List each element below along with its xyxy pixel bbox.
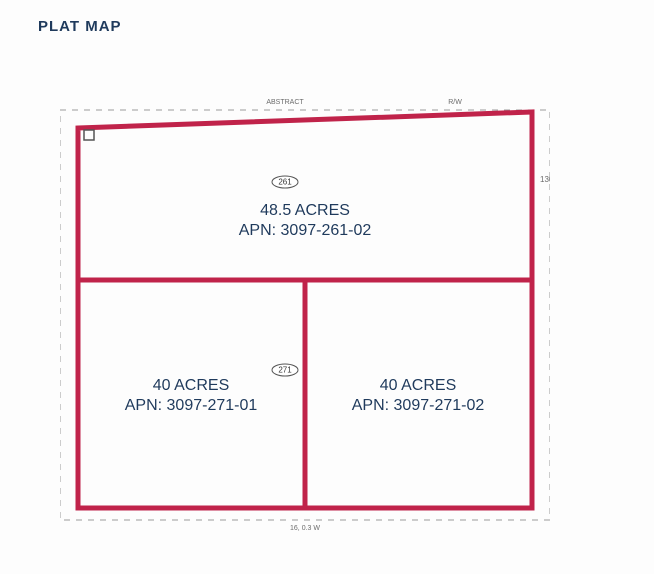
parcel-top-apn: APN: 3097-261-02 — [239, 222, 372, 239]
parcel-bl: 40 ACRES APN: 3097-271-01 — [78, 280, 305, 508]
plat-svg: ABSTRACTR/W12213016, 0.3 W48.5 ACRESAPN:… — [60, 90, 550, 540]
top-anno-right: R/W — [448, 99, 462, 106]
parcel-top: 48.5 ACRES APN: 3097-261-02 — [78, 112, 532, 280]
right-side-label: 130 — [540, 175, 550, 184]
parcel-bl-acres: 40 ACRES — [153, 377, 229, 394]
parcel-top-outline — [78, 112, 532, 280]
badge-261-text: 261 — [278, 178, 292, 187]
parcel-br-acres: 40 ACRES — [380, 377, 456, 394]
corner-mark-icon — [84, 130, 94, 140]
parcel-br-outline — [305, 280, 532, 508]
page-title: PLAT MAP — [38, 18, 122, 35]
parcel-br: 40 ACRES APN: 3097-271-02 — [305, 280, 532, 508]
badge-261: 261 — [272, 176, 298, 188]
top-anno-left: ABSTRACT — [266, 99, 304, 106]
parcel-bl-outline — [78, 280, 305, 508]
badge-271: 271 — [272, 364, 298, 376]
parcel-bl-apn: APN: 3097-271-01 — [125, 397, 258, 414]
badge-271-text: 271 — [278, 366, 292, 375]
plat-map: ABSTRACTR/W12213016, 0.3 W48.5 ACRESAPN:… — [60, 90, 550, 520]
page: PLAT MAP ABSTRACTR/W12213016, 0.3 W48.5 … — [0, 0, 654, 574]
parcel-br-apn: APN: 3097-271-02 — [352, 397, 485, 414]
parcel-top-acres: 48.5 ACRES — [260, 202, 350, 219]
bottom-anno: 16, 0.3 W — [290, 525, 320, 532]
